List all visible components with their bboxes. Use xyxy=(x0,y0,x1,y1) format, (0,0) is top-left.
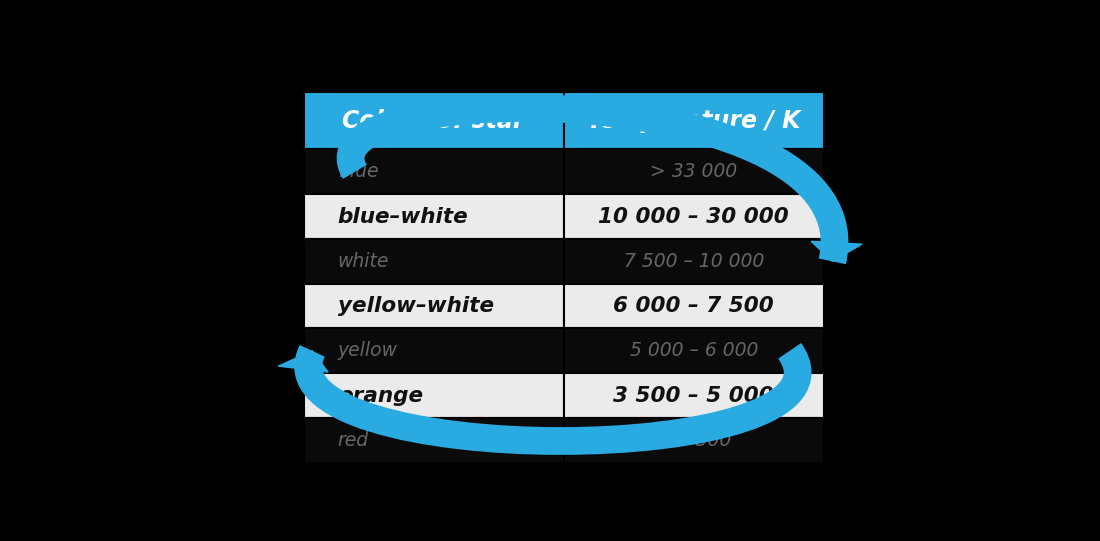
Text: 10 000 – 30 000: 10 000 – 30 000 xyxy=(598,207,789,227)
Bar xyxy=(304,418,563,463)
Text: red: red xyxy=(338,431,368,450)
Bar xyxy=(563,328,824,373)
Bar xyxy=(563,239,824,283)
Text: Colour of star: Colour of star xyxy=(342,109,525,133)
Bar xyxy=(304,149,563,194)
Text: orange: orange xyxy=(338,386,424,406)
Text: blue: blue xyxy=(338,162,378,181)
Text: white: white xyxy=(338,252,389,271)
Text: blue–white: blue–white xyxy=(338,207,469,227)
Text: > 33 000: > 33 000 xyxy=(650,162,737,181)
Bar xyxy=(304,239,563,283)
Bar xyxy=(563,194,824,239)
Bar xyxy=(304,194,563,239)
Bar xyxy=(304,328,563,373)
Text: 3 500 – 5 000: 3 500 – 5 000 xyxy=(614,386,774,406)
Text: yellow–white: yellow–white xyxy=(338,296,494,316)
Bar xyxy=(563,418,824,463)
Text: 5 000 – 6 000: 5 000 – 6 000 xyxy=(629,341,758,360)
Polygon shape xyxy=(278,351,328,372)
Text: yellow: yellow xyxy=(338,341,398,360)
Bar xyxy=(304,92,563,149)
Bar xyxy=(563,149,824,194)
Bar xyxy=(563,92,824,149)
Polygon shape xyxy=(811,241,862,261)
Text: 6 000 – 7 500: 6 000 – 7 500 xyxy=(614,296,774,316)
Text: 7 500 – 10 000: 7 500 – 10 000 xyxy=(624,252,763,271)
Text: Temperature / K: Temperature / K xyxy=(587,109,801,133)
Bar xyxy=(563,283,824,328)
Bar xyxy=(563,373,824,418)
Bar xyxy=(304,283,563,328)
Text: < 3 500: < 3 500 xyxy=(656,431,732,450)
Bar xyxy=(304,373,563,418)
